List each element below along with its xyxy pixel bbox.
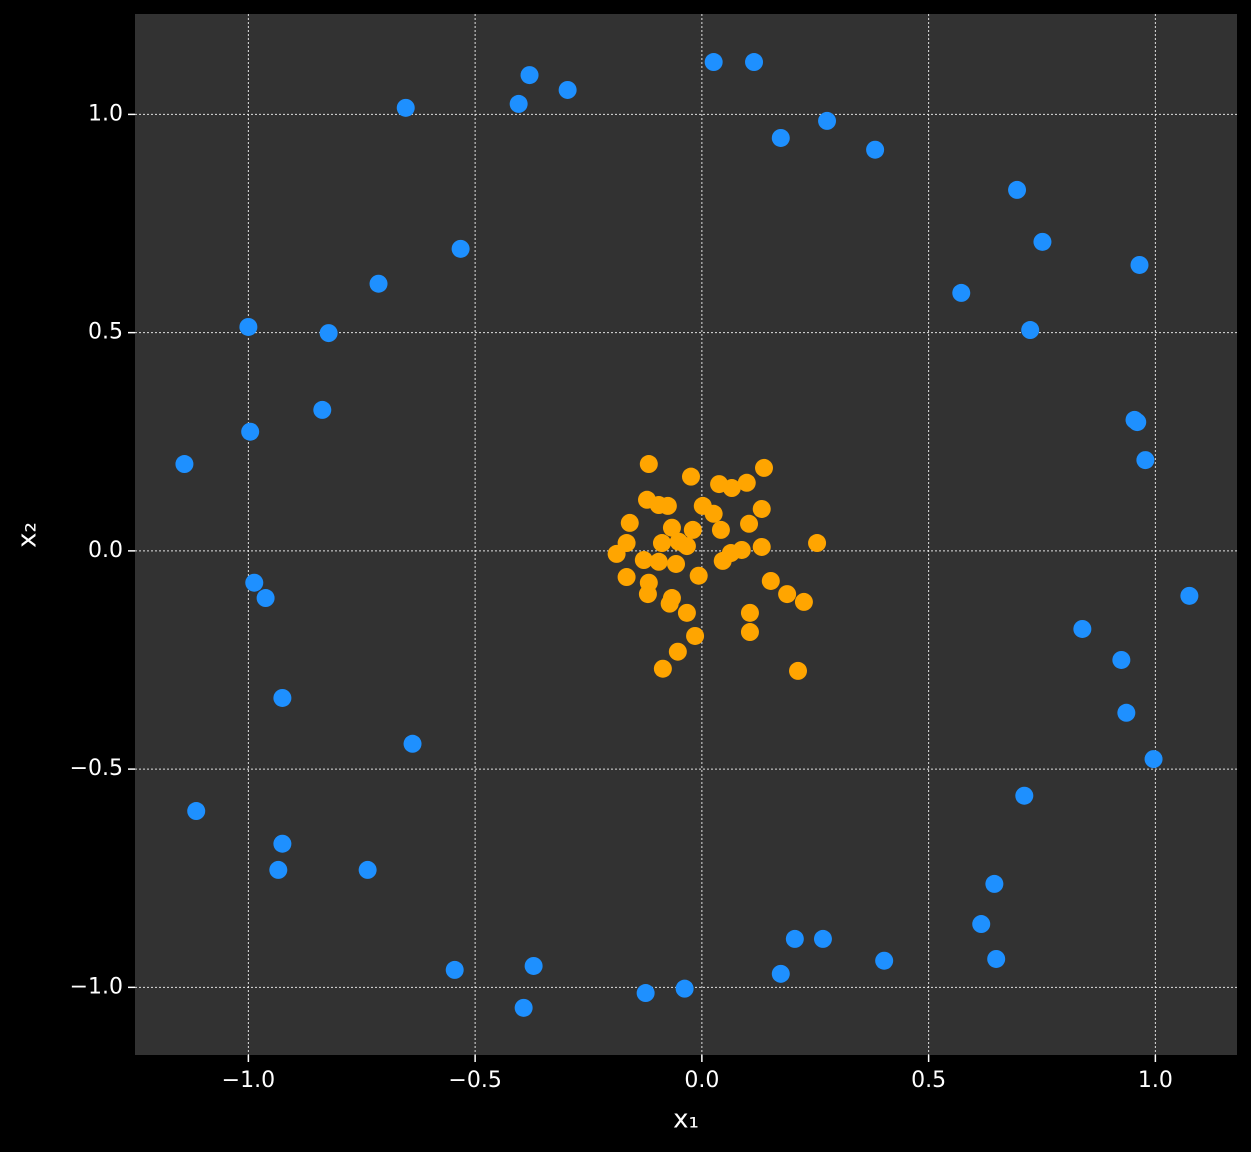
y-axis-label: x₂ <box>13 522 43 548</box>
scatter-point <box>636 984 655 1003</box>
scatter-point <box>704 504 723 523</box>
scatter-point <box>524 956 543 975</box>
scatter-point <box>808 534 827 553</box>
scatter-point <box>509 94 528 113</box>
scatter-point <box>818 111 837 130</box>
scatter-point <box>1073 619 1092 638</box>
scatter-point <box>745 53 764 72</box>
y-tick-label: 0.5 <box>88 320 123 345</box>
scatter-point <box>778 585 797 604</box>
scatter-point <box>875 951 894 970</box>
scatter-point <box>740 603 759 622</box>
scatter-point <box>445 960 464 979</box>
scatter-point <box>639 455 658 474</box>
scatter-point <box>649 552 668 571</box>
scatter-point <box>1008 180 1027 199</box>
scatter-point <box>1144 750 1163 769</box>
scatter-point <box>653 659 672 678</box>
scatter-point <box>1136 451 1155 470</box>
scatter-point <box>740 623 759 642</box>
x-tick-label: −0.5 <box>448 1068 501 1093</box>
scatter-point <box>1180 586 1199 605</box>
scatter-point <box>319 324 338 343</box>
scatter-point <box>273 834 292 853</box>
scatter-point <box>1128 413 1147 432</box>
scatter-point <box>620 513 639 532</box>
x-tick-label: −1.0 <box>222 1068 275 1093</box>
scatter-point <box>187 802 206 821</box>
scatter-point <box>1117 703 1136 722</box>
scatter-point <box>514 998 533 1017</box>
scatter-point <box>683 520 702 539</box>
scatter-point <box>1033 232 1052 251</box>
scatter-point <box>677 537 696 556</box>
scatter-point <box>689 566 708 585</box>
scatter-point <box>658 496 677 515</box>
scatter-point <box>761 571 780 590</box>
scatter-point <box>668 642 687 661</box>
scatter-point <box>972 915 991 934</box>
scatter-point <box>686 626 705 645</box>
scatter-point <box>866 140 885 159</box>
scatter-point <box>175 455 194 474</box>
scatter-point <box>662 518 681 537</box>
scatter-point <box>313 400 332 419</box>
scatter-point <box>711 520 730 539</box>
scatter-point <box>652 534 671 553</box>
scatter-point <box>520 66 539 85</box>
y-tick-label: 0.0 <box>88 538 123 563</box>
scatter-point <box>403 734 422 753</box>
scatter-point <box>273 688 292 707</box>
scatter-point <box>752 537 771 556</box>
scatter-point <box>722 479 741 498</box>
scatter-point <box>771 128 790 147</box>
scatter-point <box>241 422 260 441</box>
scatter-point <box>1130 255 1149 274</box>
y-tick-label: −0.5 <box>70 756 123 781</box>
x-tick-label: 0.5 <box>911 1068 946 1093</box>
scatter-point <box>752 499 771 518</box>
scatter-point <box>785 929 804 948</box>
x-tick-label: 1.0 <box>1138 1068 1173 1093</box>
y-tick-label: 1.0 <box>88 101 123 126</box>
scatter-point <box>985 874 1004 893</box>
scatter-point <box>558 80 577 99</box>
scatter-point <box>789 661 808 680</box>
x-tick-label: 0.0 <box>684 1068 719 1093</box>
scatter-point <box>1112 650 1131 669</box>
scatter-point <box>667 554 686 573</box>
scatter-point <box>239 317 258 336</box>
scatter-point <box>952 283 971 302</box>
scatter-point <box>1021 321 1040 340</box>
scatter-point <box>451 239 470 258</box>
scatter-point <box>269 860 288 879</box>
scatter-point <box>358 860 377 879</box>
scatter-point <box>737 473 756 492</box>
scatter-point <box>256 589 275 608</box>
scatter-point <box>638 585 657 604</box>
scatter-point <box>675 979 694 998</box>
scatter-point <box>369 274 388 293</box>
scatter-point <box>1015 786 1034 805</box>
scatter-point <box>755 458 774 477</box>
scatter-point <box>771 964 790 983</box>
scatter-point <box>634 551 653 570</box>
scatter-point <box>607 544 626 563</box>
x-axis-label: x₁ <box>673 1105 699 1135</box>
scatter-point <box>813 929 832 948</box>
scatter-point <box>681 467 700 486</box>
scatter-point <box>677 603 696 622</box>
y-tick-label: −1.0 <box>70 974 123 999</box>
scatter-point <box>713 551 732 570</box>
scatter-point <box>740 514 759 533</box>
scatter-point <box>245 573 264 592</box>
scatter-point <box>987 949 1006 968</box>
scatter-point <box>660 594 679 613</box>
scatter-point <box>704 53 723 72</box>
scatter-point <box>396 98 415 117</box>
scatter-point <box>794 592 813 611</box>
scatter-point <box>617 568 636 587</box>
